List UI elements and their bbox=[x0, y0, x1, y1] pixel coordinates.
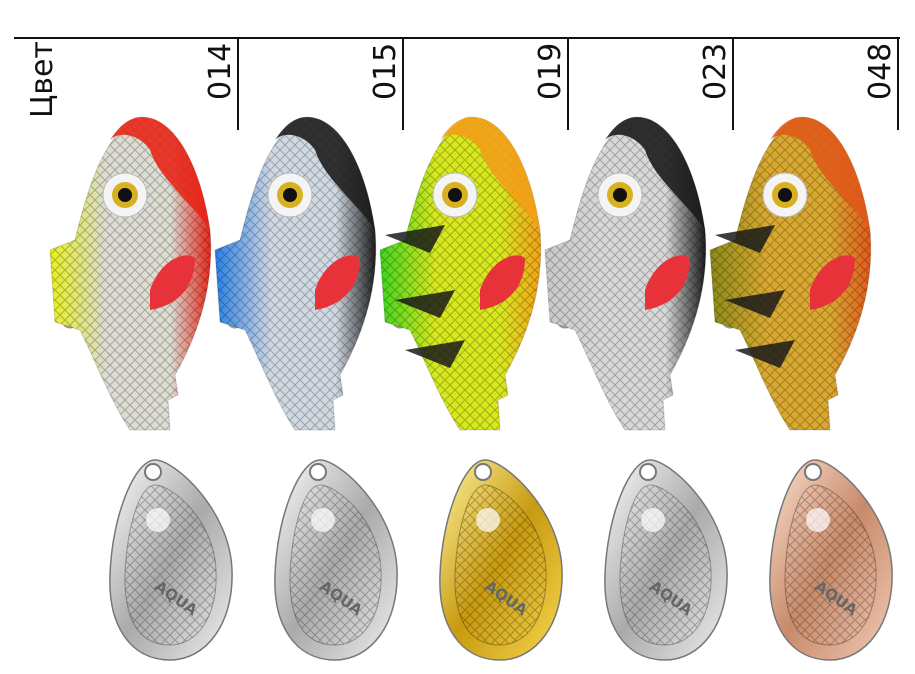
lure-head bbox=[770, 117, 870, 230]
color-label: Цвет bbox=[25, 41, 60, 118]
blade-dimple bbox=[146, 508, 170, 532]
blade-dimple bbox=[476, 508, 500, 532]
blade-hole bbox=[474, 463, 492, 481]
blade: AQUA bbox=[274, 459, 398, 661]
lure bbox=[544, 116, 707, 431]
blade-hole bbox=[144, 463, 162, 481]
lure-pupil bbox=[283, 188, 297, 202]
lure-pupil bbox=[613, 188, 627, 202]
lure-scales bbox=[545, 117, 706, 430]
lure-stripe bbox=[405, 340, 465, 368]
blade-dimple bbox=[641, 508, 665, 532]
lure-stripe bbox=[735, 340, 795, 368]
lure bbox=[709, 116, 872, 431]
lure-fin bbox=[645, 255, 690, 310]
lure bbox=[49, 116, 212, 431]
blade: AQUA bbox=[109, 459, 233, 661]
lure-fin bbox=[480, 255, 525, 310]
blade-hole bbox=[804, 463, 822, 481]
blade: AQUA bbox=[439, 459, 563, 661]
blades: AQUA AQUA AQUA AQUA AQUA bbox=[109, 459, 893, 661]
color-code: 019 bbox=[533, 43, 568, 100]
lures bbox=[49, 116, 872, 431]
blade: AQUA bbox=[604, 459, 728, 661]
lure-pupil bbox=[778, 188, 792, 202]
blade-hole bbox=[639, 463, 657, 481]
header: Цвет 014 015 019 023 048 bbox=[25, 38, 899, 130]
lure-scales bbox=[380, 117, 541, 430]
lure-stripe bbox=[395, 290, 455, 318]
blade-hole bbox=[309, 463, 327, 481]
lure-stripe bbox=[385, 225, 445, 253]
color-code: 023 bbox=[698, 43, 733, 100]
lure-scales bbox=[215, 117, 376, 430]
lure-fin bbox=[810, 255, 855, 310]
lure-fin bbox=[150, 255, 195, 310]
lure bbox=[214, 116, 377, 431]
lure-pupil bbox=[118, 188, 132, 202]
lure-stripe bbox=[715, 225, 775, 253]
color-code: 048 bbox=[863, 43, 898, 100]
lure-fin bbox=[315, 255, 360, 310]
lure bbox=[379, 116, 542, 431]
lure-scales bbox=[710, 117, 871, 430]
lure-head bbox=[110, 117, 210, 230]
lure-scales bbox=[50, 117, 211, 430]
blade-dimple bbox=[311, 508, 335, 532]
color-code: 014 bbox=[203, 43, 238, 100]
blade-dimple bbox=[806, 508, 830, 532]
lure-pupil bbox=[448, 188, 462, 202]
lure-head bbox=[275, 117, 375, 230]
lure-stripe bbox=[725, 290, 785, 318]
blade: AQUA bbox=[769, 459, 893, 661]
lure-head bbox=[605, 117, 705, 230]
lure-head bbox=[440, 117, 540, 230]
color-code: 015 bbox=[368, 43, 403, 100]
